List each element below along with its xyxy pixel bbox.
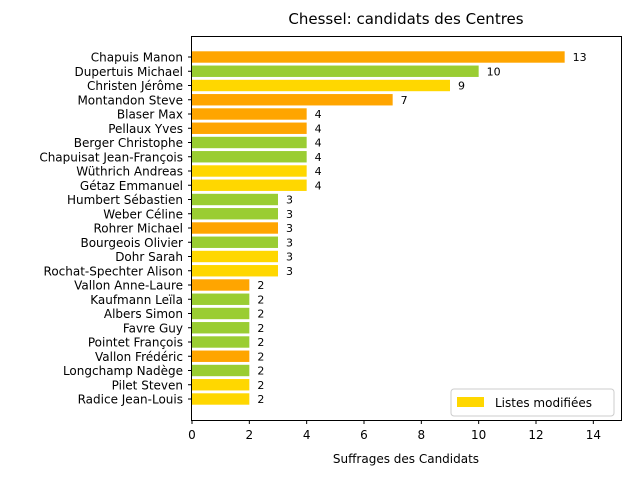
- x-tick-label: 0: [188, 428, 196, 442]
- x-axis-label: Suffrages des Candidats: [333, 452, 479, 466]
- legend: Listes modifiées: [450, 388, 615, 417]
- x-tick-label: 4: [303, 428, 311, 442]
- data-label: 7: [401, 94, 408, 107]
- plot-frame: [191, 36, 622, 421]
- data-label: 2: [257, 279, 264, 292]
- bar: [192, 279, 250, 291]
- data-label: 4: [315, 165, 322, 178]
- data-label: 2: [257, 365, 264, 378]
- y-tick-label: Christen Jérôme: [87, 79, 183, 93]
- bar: [192, 250, 278, 263]
- x-tick-label: 2: [246, 428, 254, 442]
- legend-frame: [450, 388, 615, 417]
- data-label: 10: [487, 65, 501, 78]
- y-tick-label: Vallon Frédéric: [95, 350, 183, 364]
- data-label: 2: [257, 293, 264, 306]
- y-tick-label: Weber Céline: [103, 207, 183, 221]
- bar: [192, 122, 307, 134]
- bar: [192, 94, 393, 106]
- legend-label: Listes modifiées: [495, 396, 592, 410]
- data-label: 3: [286, 208, 293, 221]
- y-tick-label: Longchamp Nadège: [63, 364, 183, 378]
- bar: [192, 236, 278, 248]
- y-tick-label: Berger Christophe: [74, 136, 183, 150]
- bar: [192, 208, 278, 220]
- y-tick-label: Favre Guy: [123, 321, 183, 335]
- data-label: 4: [315, 151, 322, 164]
- y-tick-label: Wüthrich Andreas: [76, 165, 183, 179]
- x-tick-label: 14: [586, 428, 601, 442]
- data-label: 2: [257, 393, 264, 406]
- bar: [192, 165, 307, 177]
- data-label: 2: [257, 322, 264, 335]
- y-tick-label: Kaufmann Leïla: [90, 293, 183, 307]
- data-label: 2: [257, 336, 264, 349]
- x-tick-label: 12: [528, 428, 543, 442]
- y-tick-label: Pellaux Yves: [108, 122, 183, 136]
- data-label: 4: [315, 179, 322, 192]
- bar: [192, 293, 250, 305]
- bar: [192, 350, 250, 362]
- bar: [192, 222, 278, 234]
- y-tick-label: Gétaz Emmanuel: [80, 179, 183, 193]
- bar: [192, 364, 250, 377]
- bar: [192, 307, 250, 320]
- y-tick-label: Albers Simon: [104, 307, 183, 321]
- y-tick-label: Humbert Sébastien: [67, 193, 183, 207]
- y-tick-label: Dupertuis Michael: [75, 65, 183, 79]
- data-label: 3: [286, 194, 293, 207]
- data-label: 13: [573, 51, 587, 64]
- bars-group: [192, 51, 565, 405]
- bar: [192, 336, 250, 348]
- bar: [192, 193, 278, 206]
- bar: [192, 151, 307, 163]
- data-label: 3: [286, 236, 293, 249]
- y-tick-label: Montandon Steve: [77, 93, 183, 107]
- data-label: 4: [315, 108, 322, 121]
- data-label: 2: [257, 350, 264, 363]
- data-label: 3: [286, 265, 293, 278]
- x-tick-label: 6: [360, 428, 368, 442]
- chart-title: Chessel: candidats des Centres: [288, 10, 523, 28]
- data-label: 3: [286, 222, 293, 235]
- y-tick-label: Vallon Anne-Laure: [74, 279, 183, 293]
- bar: [192, 79, 450, 92]
- x-tick-label: 8: [418, 428, 426, 442]
- data-label: 4: [315, 122, 322, 135]
- bar: [192, 379, 250, 391]
- y-tick-label: Pointet François: [88, 336, 183, 350]
- x-axis: 0 2 4 6 8 10 12 14: [188, 420, 601, 442]
- y-tick-label: Radice Jean-Louis: [78, 393, 183, 407]
- data-label: 2: [257, 308, 264, 321]
- x-tick-label: 10: [471, 428, 486, 442]
- bar: [192, 51, 565, 63]
- bar: [192, 136, 307, 149]
- y-tick-label: Chapuis Manon: [91, 51, 183, 65]
- legend-swatch: [457, 397, 484, 407]
- y-tick-label: Pilet Steven: [112, 378, 183, 392]
- bar: [192, 265, 278, 277]
- y-tick-label: Dohr Sarah: [115, 250, 183, 264]
- data-label: 3: [286, 251, 293, 264]
- data-label: 4: [315, 137, 322, 150]
- y-tick-label: Blaser Max: [117, 108, 183, 122]
- bar: [192, 322, 250, 334]
- data-label: 9: [458, 80, 465, 93]
- y-tick-label: Chapuisat Jean-François: [39, 150, 183, 164]
- y-tick-label: Rohrer Michael: [93, 222, 183, 236]
- data-label: 2: [257, 379, 264, 392]
- bar: [192, 65, 479, 77]
- y-tick-label: Bourgeois Olivier: [80, 236, 183, 250]
- bar: [192, 393, 250, 405]
- bar: [192, 108, 307, 120]
- y-tick-label: Rochat-Spechter Alison: [44, 264, 183, 278]
- bar: [192, 179, 307, 191]
